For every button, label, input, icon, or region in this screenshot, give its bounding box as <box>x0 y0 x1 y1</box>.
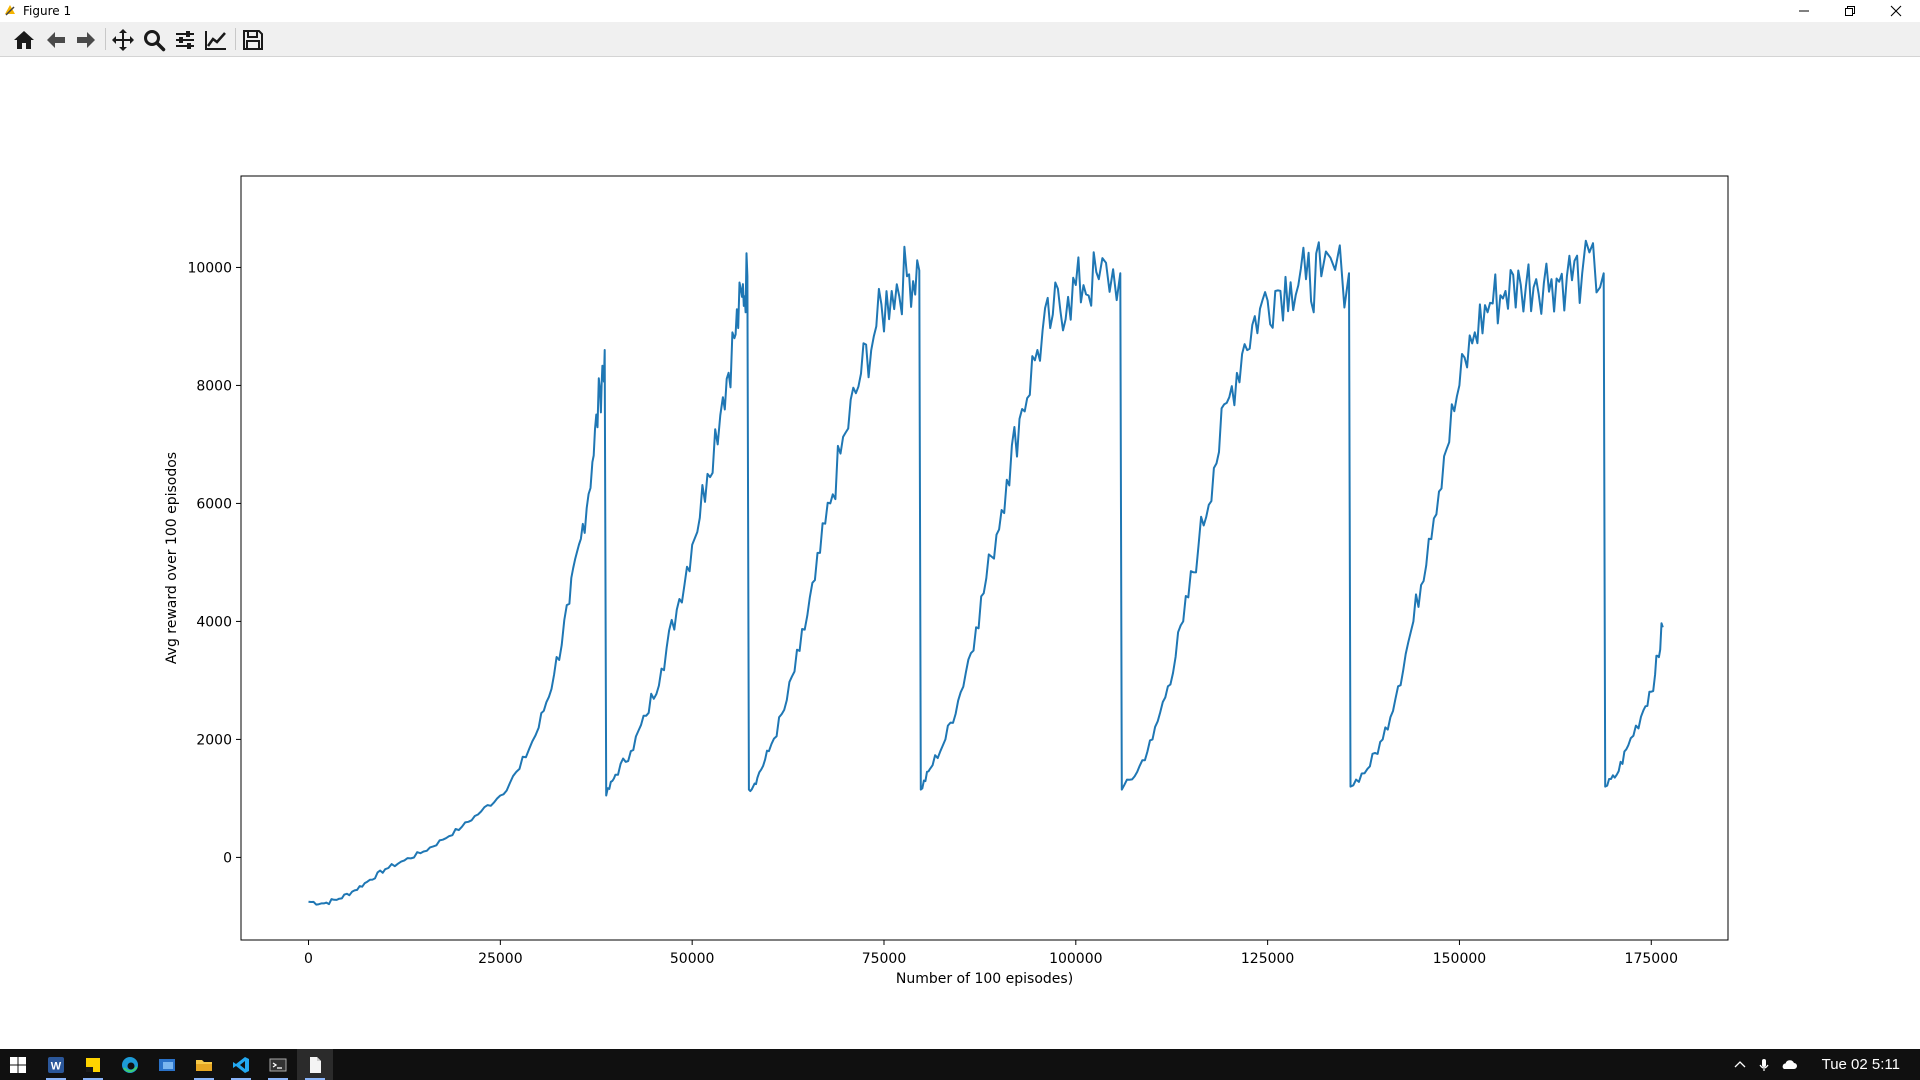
pan-button[interactable] <box>110 27 136 53</box>
window-title-bar: Figure 1 <box>0 0 1920 22</box>
sticky-notes-icon <box>86 1057 100 1072</box>
word-icon: W <box>48 1056 64 1073</box>
x-tick-label: 25000 <box>478 951 523 967</box>
restore-icon <box>1845 6 1855 16</box>
terminal-icon <box>269 1058 287 1071</box>
home-icon <box>14 31 34 49</box>
taskbar-document[interactable] <box>297 1049 333 1080</box>
taskbar-outlook[interactable] <box>149 1049 185 1080</box>
x-axis-label: Number of 100 episodes) <box>896 971 1073 987</box>
y-tick-label: 4000 <box>196 614 232 630</box>
arrow-right-icon <box>77 32 95 48</box>
start-button[interactable] <box>0 1049 36 1080</box>
arrow-left-icon <box>47 32 65 48</box>
windows-logo-icon <box>10 1056 26 1073</box>
axes-frame <box>240 175 1729 941</box>
y-tick-label: 0 <box>223 850 232 866</box>
document-icon <box>310 1056 321 1073</box>
matplotlib-toolbar <box>0 22 1920 57</box>
x-tick-label: 0 <box>304 951 313 967</box>
running-indicator <box>231 1078 251 1080</box>
vscode-icon <box>233 1056 249 1073</box>
taskbar-edge[interactable] <box>112 1049 148 1080</box>
figure-canvas[interactable]: 0 25000 50000 75000 100000 125000 150000 175000… <box>0 57 1920 1049</box>
sliders-icon <box>176 31 194 49</box>
system-tray <box>1732 1049 1798 1080</box>
microphone-icon[interactable] <box>1756 1057 1772 1073</box>
close-button[interactable] <box>1873 0 1919 22</box>
home-button[interactable] <box>11 27 37 53</box>
restore-button[interactable] <box>1827 0 1873 22</box>
x-tick-label: 125000 <box>1241 951 1294 967</box>
taskbar-word[interactable]: W <box>38 1049 74 1080</box>
save-button[interactable] <box>240 27 266 53</box>
line-chart-icon <box>205 31 226 50</box>
running-indicator <box>46 1078 66 1080</box>
configure-subplots-button[interactable] <box>172 27 198 53</box>
taskbar-clock[interactable]: Tue 02 5:11 <box>1821 1056 1900 1073</box>
svg-text:W: W <box>51 1060 62 1072</box>
running-indicator <box>268 1078 288 1080</box>
x-tick-label: 50000 <box>670 951 715 967</box>
running-indicator <box>83 1078 103 1080</box>
taskbar-sticky-notes[interactable] <box>75 1049 111 1080</box>
back-button[interactable] <box>43 27 69 53</box>
zoom-button[interactable] <box>141 27 167 53</box>
taskbar-vscode[interactable] <box>223 1049 259 1080</box>
taskbar: W <box>0 1049 1920 1080</box>
y-tick-label: 10000 <box>187 260 232 276</box>
taskbar-file-explorer[interactable] <box>186 1049 222 1080</box>
series-line <box>308 239 1664 906</box>
magnifier-icon <box>144 30 166 52</box>
matplotlib-app-icon <box>5 5 15 16</box>
x-tick-label: 175000 <box>1625 951 1678 967</box>
y-tick-label: 2000 <box>196 732 232 748</box>
toolbar-separator <box>235 28 236 50</box>
close-icon <box>1890 5 1902 17</box>
taskbar-terminal[interactable] <box>260 1049 296 1080</box>
running-indicator <box>305 1078 325 1080</box>
y-tick-label: 6000 <box>196 496 232 512</box>
minimize-button[interactable] <box>1781 0 1827 22</box>
floppy-disk-icon <box>243 30 263 50</box>
y-axis-label: Avg reward over 100 episodos <box>164 452 180 664</box>
folder-icon <box>196 1059 212 1071</box>
x-tick-label: 75000 <box>862 951 907 967</box>
x-tick-label: 100000 <box>1049 951 1102 967</box>
toolbar-separator <box>105 28 106 50</box>
move-icon <box>112 29 134 51</box>
running-indicator <box>194 1078 214 1080</box>
minimize-icon <box>1799 10 1809 12</box>
forward-button[interactable] <box>73 27 99 53</box>
y-tick-label: 8000 <box>196 378 232 394</box>
x-tick-label: 150000 <box>1433 951 1486 967</box>
chevron-up-icon[interactable] <box>1732 1057 1748 1073</box>
window-title: Figure 1 <box>23 4 72 18</box>
edit-axis-button[interactable] <box>203 27 229 53</box>
edge-browser-icon <box>122 1056 138 1073</box>
mail-app-icon <box>159 1058 175 1071</box>
cloud-icon[interactable] <box>1780 1057 1798 1073</box>
line-plot: 0 25000 50000 75000 100000 125000 150000 175000… <box>164 175 1729 987</box>
